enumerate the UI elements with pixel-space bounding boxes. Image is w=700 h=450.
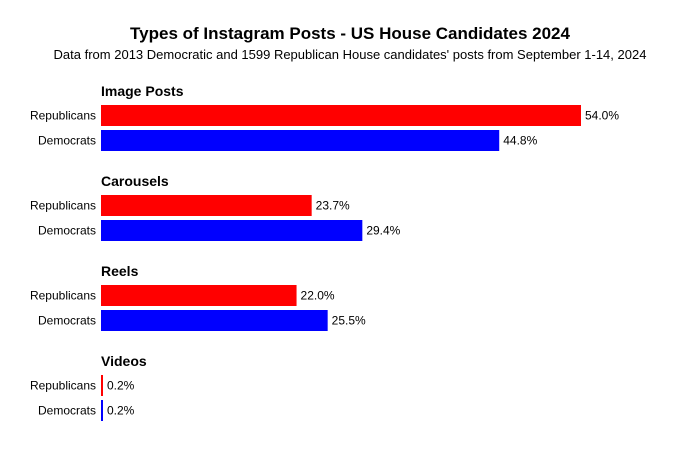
bar [101, 310, 328, 331]
row-label: Republicans [30, 109, 96, 123]
chart-title: Types of Instagram Posts - US House Cand… [130, 24, 570, 43]
value-label: 44.8% [503, 134, 537, 148]
value-label: 25.5% [332, 314, 366, 328]
value-label: 0.2% [107, 379, 135, 393]
bar [101, 285, 297, 306]
bar [101, 400, 103, 421]
value-label: 54.0% [585, 109, 619, 123]
row-label: Democrats [38, 314, 96, 328]
value-label: 0.2% [107, 404, 135, 418]
row-label: Democrats [38, 404, 96, 418]
group-title: Carousels [101, 173, 169, 189]
row-label: Democrats [38, 224, 96, 238]
row-label: Democrats [38, 134, 96, 148]
group-title: Videos [101, 353, 147, 369]
row-label: Republicans [30, 199, 96, 213]
value-label: 29.4% [366, 224, 400, 238]
bar [101, 220, 363, 241]
value-label: 22.0% [301, 289, 335, 303]
value-label: 23.7% [316, 199, 350, 213]
bar [101, 130, 500, 151]
bar [101, 375, 103, 396]
bar [101, 195, 312, 216]
group-title: Image Posts [101, 83, 184, 99]
group-title: Reels [101, 263, 139, 279]
chart-subtitle: Data from 2013 Democratic and 1599 Repub… [53, 47, 647, 62]
row-label: Republicans [30, 379, 96, 393]
bar [101, 105, 581, 126]
row-label: Republicans [30, 289, 96, 303]
